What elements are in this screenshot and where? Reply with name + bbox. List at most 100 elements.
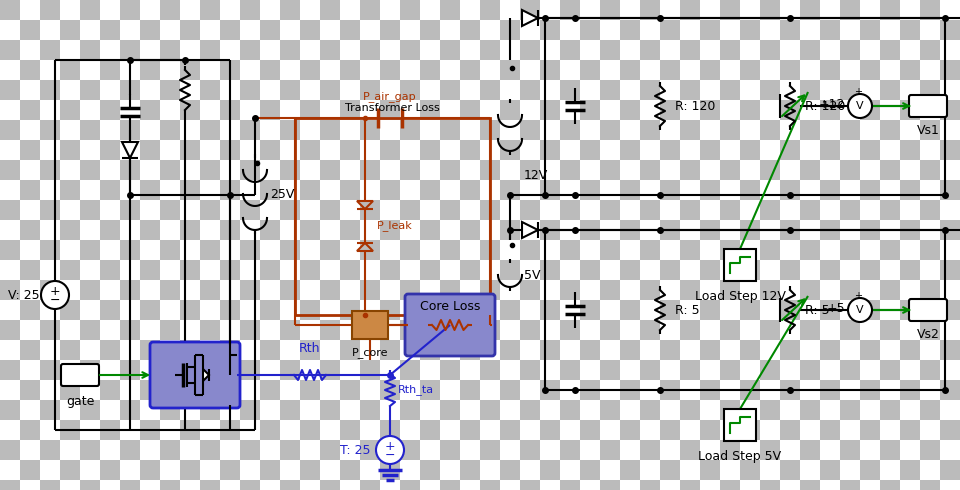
Bar (360, 400, 380, 420)
Bar (500, 300, 520, 320)
Bar (100, 140, 120, 160)
Bar (160, 120, 180, 140)
Text: T: 25: T: 25 (340, 443, 370, 457)
Bar (0, 400, 20, 420)
Bar (400, 480, 420, 490)
Bar (680, 480, 700, 490)
Bar (240, 400, 260, 420)
Bar (240, 480, 260, 490)
Bar (120, 360, 140, 380)
Bar (500, 100, 520, 120)
Bar (440, 400, 460, 420)
Bar (240, 80, 260, 100)
Bar (340, 260, 360, 280)
Bar (480, 160, 500, 180)
Bar (260, 340, 280, 360)
Bar (520, 80, 540, 100)
Bar (160, 480, 180, 490)
Bar (240, 320, 260, 340)
Bar (320, 280, 340, 300)
Bar (680, 80, 700, 100)
Bar (40, 80, 60, 100)
Bar (660, 20, 680, 40)
Bar (20, 460, 40, 480)
Bar (880, 80, 900, 100)
Bar (300, 300, 320, 320)
Bar (240, 160, 260, 180)
Bar (340, 140, 360, 160)
Bar (700, 100, 720, 120)
Bar (120, 400, 140, 420)
Bar (280, 400, 300, 420)
Bar (320, 240, 340, 260)
Bar (940, 220, 960, 240)
Circle shape (41, 281, 69, 309)
Bar (700, 220, 720, 240)
Bar (120, 160, 140, 180)
Bar (400, 400, 420, 420)
Bar (540, 260, 560, 280)
Bar (160, 0, 180, 20)
Bar (740, 140, 760, 160)
Bar (60, 60, 80, 80)
Bar (700, 260, 720, 280)
Bar (640, 480, 660, 490)
Bar (440, 360, 460, 380)
Bar (660, 60, 680, 80)
Bar (400, 200, 420, 220)
Bar (160, 280, 180, 300)
Bar (180, 300, 200, 320)
Bar (80, 240, 100, 260)
Bar (660, 460, 680, 480)
Bar (260, 460, 280, 480)
Bar (40, 0, 60, 20)
Bar (500, 460, 520, 480)
Bar (780, 380, 800, 400)
Bar (0, 240, 20, 260)
Bar (580, 100, 600, 120)
Bar (320, 120, 340, 140)
Bar (680, 360, 700, 380)
Bar (520, 200, 540, 220)
Bar (280, 200, 300, 220)
Bar (80, 120, 100, 140)
Bar (680, 160, 700, 180)
Bar (600, 80, 620, 100)
Polygon shape (203, 369, 209, 381)
Bar (180, 340, 200, 360)
Bar (380, 100, 400, 120)
Bar (680, 40, 700, 60)
Bar (660, 260, 680, 280)
Bar (140, 260, 160, 280)
Text: P_core: P_core (351, 347, 388, 358)
Bar (800, 480, 820, 490)
Bar (480, 40, 500, 60)
Bar (780, 20, 800, 40)
Bar (0, 160, 20, 180)
Bar (900, 20, 920, 40)
Bar (700, 60, 720, 80)
Bar (880, 160, 900, 180)
Bar (320, 400, 340, 420)
Bar (100, 340, 120, 360)
Bar (460, 420, 480, 440)
Bar (120, 0, 140, 20)
Bar (180, 100, 200, 120)
Bar (740, 300, 760, 320)
Bar (280, 40, 300, 60)
Bar (820, 220, 840, 240)
Bar (860, 300, 880, 320)
Circle shape (376, 436, 404, 464)
Bar (760, 0, 780, 20)
Bar (900, 420, 920, 440)
Bar (260, 420, 280, 440)
Bar (260, 100, 280, 120)
Bar (40, 360, 60, 380)
Bar (0, 40, 20, 60)
Bar (320, 440, 340, 460)
Bar (140, 300, 160, 320)
Bar (220, 20, 240, 40)
Bar (80, 80, 100, 100)
Bar (60, 20, 80, 40)
Bar (760, 200, 780, 220)
